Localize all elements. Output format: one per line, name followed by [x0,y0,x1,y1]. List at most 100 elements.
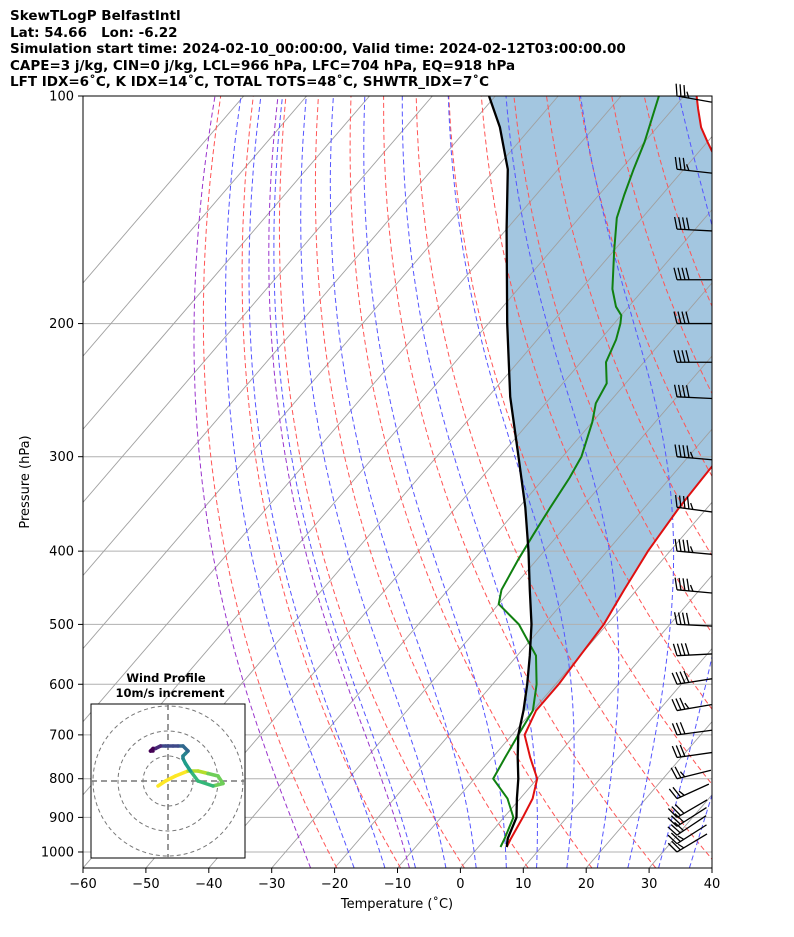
wind-barb [667,833,708,853]
y-tick-label: 400 [49,545,74,560]
isotherm-line [83,96,433,503]
dry-adiabat [480,96,712,710]
hodograph-segment [196,779,215,788]
dewpoint-line [492,96,660,848]
saturation-line [268,96,410,868]
wind-barb [671,744,712,759]
isotherm-line [334,428,712,868]
wind-barb [667,806,707,827]
wind-barb [673,216,712,232]
inset-subtitle: 10m/s increment [116,686,225,700]
dry-adiabat [349,96,593,868]
isotherm-line [83,96,622,723]
x-tick-label: −50 [132,877,159,892]
y-tick-label: 700 [49,728,74,743]
x-tick-label: −20 [321,877,348,892]
title-indices-other: LFT IDX=6˚C, K IDX=14˚C, TOTAL TOTS=48˚C… [10,74,490,90]
moist-adiabat [658,96,712,868]
dry-adiabat [202,96,338,868]
wind-barb [674,444,712,461]
isotherm-line [83,96,559,650]
wind-barb [671,670,712,685]
dry-adiabat [314,96,529,868]
y-tick-label: 500 [49,618,74,633]
dry-adiabat [383,96,657,868]
title-times: Simulation start time: 2024-02-10_00:00:… [10,41,626,57]
x-tick-label: −40 [195,877,222,892]
x-tick-label: 30 [641,877,658,892]
moist-adiabat [505,96,620,868]
title-indices-cape: CAPE=3 j/kg, CIN=0 j/kg, LCL=966 hPa, LF… [10,57,516,74]
dry-adiabat [415,96,712,860]
isotherm-line [83,96,370,430]
y-tick-label: 300 [49,450,74,465]
moist-adiabat [401,96,538,868]
isotherm-line [145,209,712,868]
dry-adiabat [546,96,712,557]
y-tick-label: 800 [49,772,74,787]
moist-adiabat [580,96,675,868]
isotherm-line [271,355,712,868]
cape-shaded-area [489,96,712,711]
wind-barb [667,815,707,836]
x-tick-label: −60 [69,877,96,892]
x-tick-label: 40 [704,877,721,892]
wind-barb [670,766,712,780]
wind-barb [667,799,708,818]
wind-barb [673,612,712,627]
moist-adiabat [688,793,712,868]
dry-adiabat [241,96,402,868]
x-tick-label: −10 [384,877,411,892]
isotherm-line [208,282,712,868]
moist-adiabat [273,96,416,868]
wind-profile-inset: Wind Profile 10m/s increment [90,671,246,859]
hodograph-segment [173,769,190,778]
x-axis-label: Temperature (˚C) [340,896,453,912]
x-tick-label: 0 [456,877,464,892]
dry-adiabat [513,96,712,634]
isotherm-line [585,721,712,868]
moist-adiabat [329,96,477,868]
dry-adiabat [448,96,712,786]
wind-barb [668,783,710,800]
y-tick-label: 200 [49,317,74,332]
isotherm-line [83,96,496,577]
x-tick-label: 20 [578,877,595,892]
y-tick-label: 100 [49,90,74,105]
x-tick-label: 10 [515,877,532,892]
hodograph-ring [117,730,219,832]
title-block: SkewTLogP BelfastIntl Lat: 54.66 Lon: -6… [10,8,626,91]
moist-adiabat [225,96,355,868]
wind-barb [673,311,712,325]
moist-adiabat [248,96,386,868]
parcel-profile-line [487,96,533,848]
hodograph-segment [188,769,200,783]
hodograph-segment [163,774,178,783]
wind-barb [673,267,712,281]
title-station: SkewTLogP BelfastIntl [10,8,181,24]
wind-barb [667,824,707,845]
isotherm-line [522,647,712,868]
title-location: Lat: 54.66 Lon: -6.22 [10,24,178,41]
isotherm-line [460,574,712,868]
wind-barb [674,577,712,594]
wind-barb [674,156,712,174]
y-tick-label: 1000 [41,845,74,860]
y-axis-label: Pressure (hPa) [18,435,33,528]
isotherm-line [397,501,712,868]
x-tick-label: −30 [258,877,285,892]
y-tick-label: 600 [49,678,74,693]
wind-barb [675,83,712,103]
isotherm-line [711,867,712,868]
wind-barb [672,643,712,657]
isotherm-line [83,96,307,357]
wind-barb [673,350,712,363]
wind-barb [674,538,712,555]
inset-title: Wind Profile [126,671,206,685]
wind-barb [673,384,712,400]
isotherm-line [83,96,245,284]
y-tick-label: 900 [49,811,74,826]
wind-barb [671,722,712,736]
temperature-line [505,96,712,848]
